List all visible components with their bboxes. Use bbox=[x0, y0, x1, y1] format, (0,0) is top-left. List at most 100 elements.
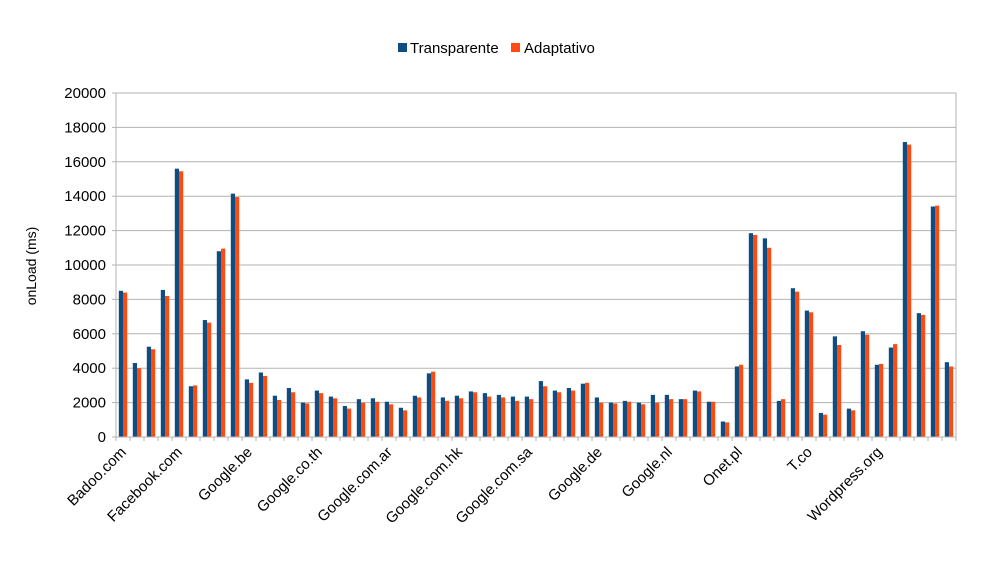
bar-transparente-52 bbox=[846, 408, 851, 437]
bar-transparente-28 bbox=[510, 396, 515, 437]
bar-adaptativo-11 bbox=[277, 400, 282, 437]
bar-adaptativo-5 bbox=[193, 385, 198, 437]
bar-transparente-24 bbox=[454, 395, 459, 437]
bar-transparente-31 bbox=[552, 390, 557, 437]
bar-transparente-48 bbox=[790, 288, 795, 437]
bar-adaptativo-55 bbox=[893, 344, 898, 437]
bar-transparente-15 bbox=[328, 396, 333, 437]
bar-adaptativo-58 bbox=[935, 205, 940, 437]
bar-transparente-0 bbox=[118, 290, 123, 437]
bar-adaptativo-47 bbox=[781, 399, 786, 437]
bar-transparente-37 bbox=[636, 402, 641, 437]
bar-adaptativo-50 bbox=[823, 414, 828, 437]
x-tick-label: Google.be bbox=[195, 444, 256, 505]
bar-adaptativo-31 bbox=[557, 392, 562, 437]
bar-transparente-40 bbox=[678, 399, 683, 437]
bar-transparente-9 bbox=[244, 379, 249, 437]
y-axis-title: onLoad (ms) bbox=[23, 227, 39, 306]
bar-adaptativo-8 bbox=[235, 197, 240, 437]
bar-transparente-6 bbox=[202, 320, 207, 437]
bar-transparente-22 bbox=[426, 373, 431, 437]
bar-transparente-4 bbox=[174, 168, 179, 437]
bar-adaptativo-22 bbox=[431, 371, 436, 437]
bar-transparente-55 bbox=[888, 347, 893, 437]
bar-transparente-36 bbox=[622, 400, 627, 437]
bar-adaptativo-25 bbox=[473, 392, 478, 437]
bar-transparente-56 bbox=[902, 142, 907, 437]
bar-transparente-34 bbox=[594, 397, 599, 437]
bar-transparente-18 bbox=[370, 398, 375, 437]
bar-adaptativo-24 bbox=[459, 398, 464, 437]
bar-adaptativo-14 bbox=[319, 393, 324, 437]
bar-adaptativo-29 bbox=[529, 399, 534, 437]
bar-adaptativo-28 bbox=[515, 400, 520, 437]
bar-transparente-17 bbox=[356, 399, 361, 437]
bar-transparente-35 bbox=[608, 402, 613, 437]
bar-transparente-19 bbox=[384, 401, 389, 437]
bar-adaptativo-15 bbox=[333, 398, 338, 437]
y-tick-label: 20000 bbox=[64, 85, 106, 102]
bar-adaptativo-2 bbox=[151, 349, 156, 437]
bar-transparente-41 bbox=[692, 390, 697, 437]
bar-adaptativo-45 bbox=[753, 234, 758, 437]
bar-transparente-42 bbox=[706, 401, 711, 437]
bar-transparente-44 bbox=[734, 366, 739, 437]
bar-transparente-26 bbox=[482, 393, 487, 437]
bar-transparente-58 bbox=[930, 206, 935, 437]
bar-adaptativo-44 bbox=[739, 364, 744, 437]
bar-adaptativo-59 bbox=[949, 366, 954, 437]
bar-adaptativo-17 bbox=[361, 402, 366, 437]
bar-transparente-59 bbox=[944, 362, 949, 437]
bar-transparente-7 bbox=[216, 251, 221, 437]
legend-label-adaptativo: Adaptativo bbox=[524, 40, 595, 57]
x-tick-label: Google.de bbox=[545, 444, 606, 505]
bar-adaptativo-19 bbox=[389, 404, 394, 437]
bar-transparente-29 bbox=[524, 396, 529, 437]
bar-transparente-30 bbox=[538, 381, 543, 437]
bar-adaptativo-48 bbox=[795, 291, 800, 437]
y-tick-label: 0 bbox=[98, 429, 106, 446]
bar-adaptativo-52 bbox=[851, 410, 856, 437]
bar-transparente-46 bbox=[762, 238, 767, 437]
bar-transparente-13 bbox=[300, 402, 305, 437]
bar-adaptativo-18 bbox=[375, 401, 380, 437]
y-tick-label: 12000 bbox=[64, 223, 106, 240]
bar-transparente-54 bbox=[874, 364, 879, 437]
x-tick-label: Onet.pl bbox=[700, 444, 746, 490]
bar-adaptativo-40 bbox=[683, 399, 688, 437]
y-tick-label: 2000 bbox=[73, 395, 106, 412]
bar-adaptativo-53 bbox=[865, 334, 870, 437]
bar-transparente-38 bbox=[650, 394, 655, 437]
bar-transparente-27 bbox=[496, 394, 501, 437]
bar-adaptativo-26 bbox=[487, 396, 492, 437]
y-tick-label: 8000 bbox=[73, 291, 106, 308]
bar-adaptativo-35 bbox=[613, 403, 618, 437]
y-tick-label: 14000 bbox=[64, 188, 106, 205]
bar-transparente-3 bbox=[160, 289, 165, 437]
bar-transparente-53 bbox=[860, 331, 865, 437]
bar-adaptativo-16 bbox=[347, 408, 352, 437]
bar-transparente-50 bbox=[818, 412, 823, 437]
bar-transparente-21 bbox=[412, 395, 417, 437]
bar-adaptativo-13 bbox=[305, 403, 310, 437]
bar-adaptativo-3 bbox=[165, 295, 170, 437]
bar-transparente-33 bbox=[580, 383, 585, 437]
bar-adaptativo-51 bbox=[837, 344, 842, 437]
legend-swatch-transparente bbox=[398, 43, 407, 52]
bar-adaptativo-36 bbox=[627, 401, 632, 437]
bar-transparente-2 bbox=[146, 346, 151, 437]
bars bbox=[118, 142, 954, 437]
y-axis-ticks: 0 2000 4000 6000 8000 10000 12000 14000 16000 180… bbox=[64, 85, 116, 446]
bar-adaptativo-32 bbox=[571, 390, 576, 437]
bar-transparente-57 bbox=[916, 313, 921, 437]
bar-transparente-20 bbox=[398, 407, 403, 437]
x-tick-label: Google.nl bbox=[618, 444, 675, 501]
bar-transparente-47 bbox=[776, 400, 781, 437]
y-tick-label: 16000 bbox=[64, 154, 106, 171]
bar-adaptativo-57 bbox=[921, 314, 926, 437]
bar-transparente-11 bbox=[272, 395, 277, 437]
bar-transparente-32 bbox=[566, 387, 571, 437]
bar-transparente-12 bbox=[286, 387, 291, 437]
